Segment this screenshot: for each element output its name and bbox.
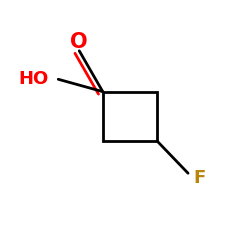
Text: F: F	[193, 169, 205, 187]
Text: HO: HO	[18, 70, 49, 88]
Text: O: O	[70, 32, 88, 52]
